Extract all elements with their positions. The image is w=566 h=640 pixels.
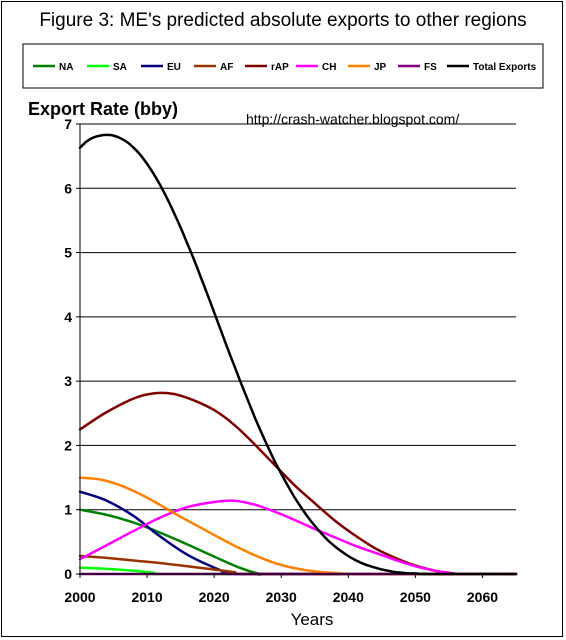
legend-label-sa: SA (113, 62, 127, 73)
x-axis-label: Years (291, 610, 334, 629)
url-annotation: http://crash-watcher.blogspot.com/ (246, 111, 459, 127)
x-tick-label-2010: 2010 (131, 589, 162, 605)
y-tick-label-5: 5 (64, 245, 72, 261)
x-tick-label-2060: 2060 (467, 589, 498, 605)
gridlines (80, 123, 516, 511)
y-tick-label-4: 4 (64, 309, 72, 325)
series-line-ch (78, 499, 518, 576)
series-line-rap (78, 391, 518, 576)
x-tick-labels: 2000 2010 2020 2030 2040 2050 2060 (64, 574, 498, 605)
y-tick-label-1: 1 (64, 502, 72, 518)
legend-label-rap: rAP (271, 62, 289, 73)
series-layer (78, 133, 518, 576)
legend-label-total-exports: Total Exports (473, 62, 537, 73)
y-tick-label-6: 6 (64, 180, 72, 196)
x-tick-label-2020: 2020 (199, 589, 230, 605)
axes (79, 124, 516, 575)
x-tick-label-2040: 2040 (333, 589, 364, 605)
y-tick-labels: 0 1 2 3 4 5 6 7 (64, 116, 80, 582)
x-tick-label-2000: 2000 (64, 589, 95, 605)
legend-label-af: AF (220, 62, 233, 73)
legend-label-na: NA (59, 62, 73, 73)
x-tick-label-2030: 2030 (266, 589, 297, 605)
series-line-na (78, 508, 518, 576)
y-tick-label-3: 3 (64, 373, 72, 389)
y-axis-label: Export Rate (bby) (28, 99, 178, 119)
legend-label-jp: JP (374, 62, 387, 73)
chart-title: Figure 3: ME's predicted absolute export… (39, 10, 526, 31)
y-tick-label-7: 7 (64, 116, 72, 132)
legend-label-eu: EU (167, 62, 181, 73)
series-line-total-exports (78, 133, 518, 576)
legend-label-fs: FS (424, 62, 437, 73)
legend: NA SA EU AF rAP CH JP FS Total Exports (33, 62, 537, 73)
legend-label-ch: CH (322, 62, 336, 73)
y-tick-label-0: 0 (64, 566, 72, 582)
y-tick-label-2: 2 (64, 437, 72, 453)
x-tick-label-2050: 2050 (400, 589, 431, 605)
